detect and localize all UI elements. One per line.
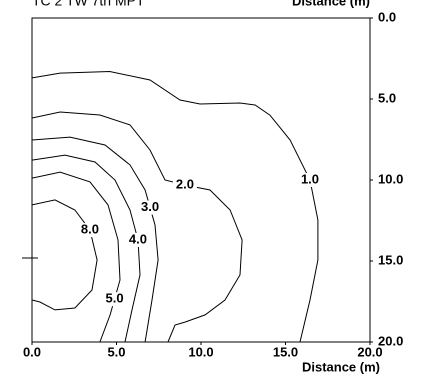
chart-title: TC 2 TW 7th MPT — [32, 0, 145, 9]
y-tick-label: 5.0 — [378, 90, 396, 105]
y-tick-label: 0.0 — [378, 9, 396, 24]
contour-line — [32, 136, 159, 342]
x-axis-label: Distance (m) — [302, 359, 380, 374]
contour-label-bg — [102, 292, 127, 307]
contour-label: 1.0 — [301, 171, 319, 186]
contours — [32, 70, 319, 342]
x-tick-label: 0.0 — [23, 344, 41, 359]
contour-line — [32, 111, 243, 342]
contour-label-bg — [172, 178, 197, 193]
contour-label-bg — [298, 173, 323, 187]
contour-line — [32, 171, 121, 342]
contour-label: 2.0 — [176, 176, 194, 191]
x-tick-label: 15.0 — [273, 344, 298, 359]
contour-label-bg — [138, 200, 163, 215]
contour-label-bg — [125, 232, 150, 247]
contour-label: 5.0 — [106, 291, 124, 306]
contour-label: 8.0 — [81, 221, 99, 236]
x-tick-label: 20.0 — [357, 344, 382, 359]
x-tick-label: 10.0 — [188, 344, 213, 359]
y-tick-label: 15.0 — [378, 252, 403, 267]
y-axis-label: Distance (m) — [292, 0, 370, 8]
y-tick-label: 10.0 — [378, 171, 403, 186]
contour-line — [32, 199, 98, 311]
contour-line — [32, 154, 141, 342]
x-tick-label: 5.0 — [107, 344, 125, 359]
y-tick-label: 20.0 — [378, 333, 403, 348]
contour-line — [32, 70, 319, 342]
contour-label: 4.0 — [129, 231, 147, 246]
contour-label-bg — [77, 223, 102, 238]
contour-label: 3.0 — [141, 199, 159, 214]
